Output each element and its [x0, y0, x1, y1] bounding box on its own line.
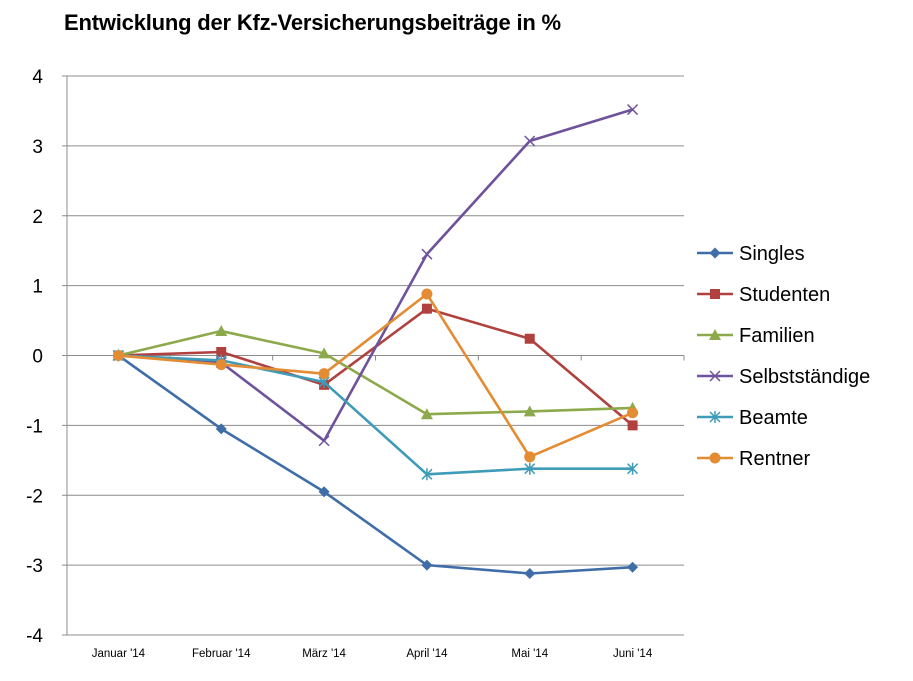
data-point: [318, 435, 330, 447]
legend-label: Studenten: [739, 284, 830, 306]
series-selbstständige: [112, 104, 639, 447]
y-tick-label: -3: [26, 556, 43, 577]
y-tick-label: -2: [26, 486, 43, 507]
chart-title: Entwicklung der Kfz-Versicherungsbeiträg…: [64, 10, 561, 35]
x-tick-label: März '14: [302, 648, 346, 660]
series-rentner: [112, 288, 639, 463]
data-point: [318, 347, 331, 359]
x-axis-ticks: Januar '14 Februar '14 März '14 April '14 Ma…: [92, 648, 653, 660]
axes: [62, 75, 685, 636]
x-tick-label: Mai '14: [511, 648, 548, 660]
data-point: [421, 559, 433, 571]
series-lines: [112, 104, 639, 580]
data-point: [421, 248, 433, 260]
data-point: [627, 462, 639, 475]
data-point: [112, 350, 124, 361]
data-point: [216, 347, 227, 358]
y-tick-label: -1: [26, 416, 43, 437]
legend-label: Rentner: [739, 448, 810, 470]
series-beamte: [112, 349, 639, 481]
data-point: [318, 368, 330, 380]
data-point: [627, 420, 638, 431]
data-point: [215, 423, 227, 435]
data-point: [524, 462, 536, 475]
data-point: [709, 452, 721, 464]
y-tick-label: 4: [32, 67, 43, 88]
data-point: [523, 405, 536, 417]
legend-label: Beamte: [739, 407, 808, 429]
x-tick-label: Juni '14: [613, 648, 653, 660]
data-point: [524, 451, 536, 463]
data-point: [627, 407, 639, 419]
data-point: [709, 411, 721, 423]
data-point: [709, 329, 721, 340]
data-point: [420, 408, 433, 420]
series-line: [118, 354, 633, 476]
y-axis-ticks: 4 3 2 1 0 -1 -2 -3 -4: [26, 67, 43, 647]
legend-item: Familien: [697, 325, 815, 347]
y-tick-label: 1: [32, 277, 43, 298]
series-line: [118, 108, 633, 443]
series-line: [118, 329, 633, 416]
series-line: [118, 307, 634, 427]
data-point: [627, 561, 639, 573]
legend-item: Selbstständige: [697, 366, 870, 388]
data-point: [710, 289, 720, 299]
data-point: [421, 288, 433, 300]
legend-label: Familien: [739, 325, 815, 347]
data-point: [215, 359, 227, 371]
data-point: [709, 370, 721, 382]
gridlines: [67, 75, 684, 566]
y-tick-label: -4: [26, 626, 43, 647]
legend-item: Beamte: [697, 407, 808, 429]
legend-label: Singles: [739, 243, 805, 265]
data-point: [318, 486, 330, 498]
legend-item: Studenten: [697, 284, 830, 306]
series-line: [117, 354, 633, 575]
x-tick-label: Januar '14: [92, 648, 146, 660]
data-point: [421, 303, 432, 314]
data-point: [709, 247, 721, 259]
data-point: [524, 568, 536, 580]
data-point: [627, 104, 639, 116]
data-point: [215, 325, 228, 337]
legend: Singles Studenten Familien Selbstständige Be…: [697, 243, 870, 470]
legend-label: Selbstständige: [739, 366, 870, 388]
x-tick-label: Februar '14: [192, 648, 251, 660]
legend-item: Rentner: [697, 448, 810, 470]
data-point: [421, 468, 433, 481]
y-tick-label: 0: [32, 347, 43, 368]
x-tick-label: April '14: [406, 648, 448, 660]
data-point: [524, 333, 535, 344]
y-tick-label: 3: [32, 137, 43, 158]
data-point: [524, 135, 536, 147]
series-line: [118, 292, 634, 459]
series-familien: [112, 325, 639, 420]
legend-item: Singles: [697, 243, 805, 265]
y-tick-label: 2: [32, 207, 43, 228]
